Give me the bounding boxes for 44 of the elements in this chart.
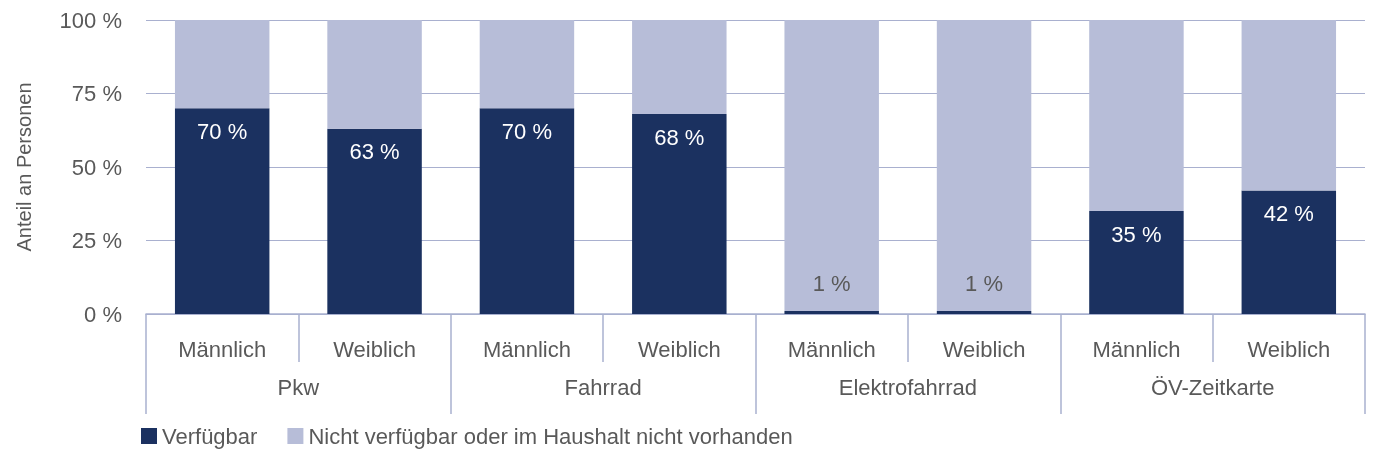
data-label: 63 % [349, 139, 400, 165]
bar [784, 20, 879, 312]
x-tick-label: Männlich [482, 336, 571, 362]
bar [174, 108, 270, 314]
bar [936, 20, 1032, 312]
text: Pkw [277, 374, 320, 400]
y-axis-title: Anteil an Personen [13, 82, 35, 252]
y-tick-label: 0 % [84, 301, 122, 327]
bar [936, 311, 1032, 314]
bar [327, 20, 422, 129]
bar [174, 20, 270, 109]
text: Fahrrad [564, 374, 642, 400]
y-tick-label: 25 % [71, 228, 122, 253]
y-tick-label: 50 % [71, 154, 122, 180]
bar [479, 20, 575, 109]
x-tick-label: Männlich [1092, 336, 1181, 362]
bar [784, 311, 879, 314]
bar [632, 114, 727, 314]
y-tick-label: 100 % [59, 7, 122, 33]
bar [1089, 211, 1184, 314]
bar [632, 20, 727, 115]
bar [1241, 190, 1337, 314]
x-tick-label: Weiblich [942, 336, 1026, 362]
bar [327, 128, 422, 314]
data-label: 70 % [197, 118, 248, 144]
x-tick-label: Weiblich [1247, 336, 1331, 362]
x-tick-label: Weiblich [333, 336, 416, 362]
legend-label: Verfügbar [162, 423, 258, 449]
x-tick-label: Männlich [787, 336, 876, 362]
y-tick-label: 75 % [71, 81, 122, 106]
x-tick-label: Weiblich [637, 336, 721, 362]
data-label: 68 % [654, 124, 705, 150]
bar [1241, 20, 1337, 191]
legend-label: Nicht verfügbar oder im Haushalt nicht vorhanden [308, 423, 793, 449]
data-label: 70 % [501, 118, 553, 144]
text: Elektrofahrrad [838, 374, 977, 400]
text: ÖV-Zeitkarte [1150, 374, 1275, 400]
x-tick-label: Männlich [178, 336, 267, 362]
data-label: 1 % [812, 270, 851, 296]
bar [1089, 20, 1184, 212]
data-label: 42 % [1263, 201, 1314, 227]
data-label: 1 % [965, 270, 1004, 296]
bar [479, 108, 575, 314]
data-label: 35 % [1111, 221, 1162, 247]
